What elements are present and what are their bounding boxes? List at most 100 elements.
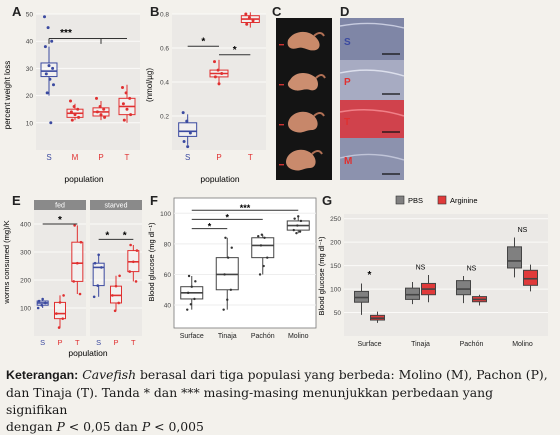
chart-e-point [129, 243, 132, 247]
chart-e-xtick-label: S [96, 338, 101, 347]
chart-b-point [247, 15, 251, 19]
chart-e-point [55, 312, 58, 315]
chart-a: 10 20 30 40 50 S M P T *** percent weight loss po… [3, 12, 140, 184]
chart-e-point [73, 224, 76, 227]
chart-g-sig-label: NS [467, 265, 477, 272]
chart-e-point [132, 260, 135, 264]
chart-a-point [48, 77, 52, 81]
chart-b-point [213, 75, 217, 79]
chart-b-point [181, 111, 185, 115]
chart-e-xtick-label: T [131, 338, 136, 347]
chart-a-ytick-label: 20 [26, 93, 34, 100]
chart-a-xlabel: population [64, 174, 104, 184]
chart-f-point [222, 308, 225, 311]
chart-e-point [96, 284, 100, 287]
caption-line2: dan Tinaja (T). Tanda * dan *** masing-m… [6, 385, 494, 417]
chart-e-point [41, 297, 44, 301]
chart-e-point [62, 294, 65, 297]
chart-a-ytick-label: 40 [26, 39, 34, 46]
chart-a-ytick-label: 50 [26, 12, 34, 19]
chart-e-xlabel: population [68, 348, 108, 358]
chart-f-point [260, 233, 264, 236]
chart-e-point [36, 306, 40, 310]
chart-b-point [188, 131, 192, 135]
caption-line3b: < 0,05 dan [64, 419, 142, 434]
chart-g-xtick-label: Pachón [460, 341, 484, 348]
chart-g-ytick-label: 150 [330, 263, 341, 270]
chart-a-plot-bg [36, 14, 140, 150]
histology-label-m: M [344, 156, 352, 167]
chart-a-point [76, 107, 80, 111]
chart-f-ytick-label: 60 [164, 272, 172, 279]
chart-f-point [190, 285, 193, 288]
chart-a-point [45, 91, 49, 95]
chart-e-xtick-label: P [57, 338, 62, 347]
chart-f-ytick-label: 80 [164, 241, 172, 248]
panel-label-g: G [322, 193, 333, 208]
chart-b-xlabel: population [200, 174, 240, 184]
chart-e-xtick-label: T [75, 338, 80, 347]
chart-f-point [266, 256, 269, 259]
panel-label-b: B [150, 4, 160, 19]
chart-a-point [49, 121, 53, 125]
chart-e-facet-label: fed [55, 203, 65, 210]
specimen-4 [286, 149, 323, 171]
chart-a-point [121, 102, 125, 106]
chart-g-box [405, 287, 420, 300]
chart-e-box [71, 241, 84, 282]
chart-g-sig-label: NS [416, 264, 426, 271]
chart-a-point [73, 113, 77, 117]
chart-a-point [47, 64, 51, 68]
chart-e-facet-label: starved [105, 203, 128, 210]
chart-a-point [125, 107, 129, 111]
chart-e-sig-label: * [105, 230, 109, 241]
chart-f-sig-label: * [208, 222, 212, 232]
chart-a-xtick-label: M [72, 153, 79, 162]
chart-e-xtick-label: P [113, 338, 118, 347]
chart-f-point [297, 215, 300, 218]
chart-f-sig-label: *** [240, 203, 251, 213]
chart-a-point [44, 72, 48, 76]
chart-b-ylabel: (nmol/µg) [145, 68, 154, 102]
panel-label-c: C [272, 4, 282, 19]
chart-a-point [99, 113, 103, 117]
chart-f-point [193, 297, 196, 301]
caption-bold: Keterangan: [6, 368, 79, 382]
chart-e-point [37, 299, 41, 303]
chart-f-point [293, 217, 296, 220]
chart-b-box [178, 122, 198, 137]
chart-b-sig-label: * [233, 45, 237, 56]
chart-a-point [98, 104, 102, 108]
chart-e-point [111, 294, 114, 297]
chart-e-point [57, 326, 61, 329]
chart-f-point [186, 291, 190, 295]
chart-e-point [93, 261, 97, 265]
chart-e-box [92, 262, 105, 287]
chart-e-point [78, 292, 82, 296]
chart-f-ytick-label: 100 [160, 211, 171, 218]
chart-b-point [185, 119, 189, 123]
chart-f-xtick-label: Tinaja [218, 333, 237, 340]
chart-a-point [121, 85, 124, 89]
chart-a-point [122, 118, 126, 122]
chart-a-point [95, 96, 98, 100]
chart-a-point [95, 110, 99, 114]
chart-b: 0.2 0.4 0.6 0.8 S P T * * (nmol/µg) population [145, 12, 266, 184]
chart-f-point [226, 256, 230, 259]
chart-b-point [216, 68, 220, 72]
caption-line1: berasal dari tiga populasi yang berbeda:… [136, 367, 548, 382]
chart-g-legend-label: PBS [408, 196, 423, 205]
chart-e-point [72, 280, 76, 283]
chart-b-ytick-label: 0.2 [160, 114, 169, 121]
chart-f-ylabel: Blood glucose (mg dl⁻¹) [147, 222, 156, 301]
chart-a-ytick-label: 30 [26, 66, 34, 73]
chart-a-xtick-label: S [46, 153, 51, 162]
chart-a-point [102, 107, 106, 111]
chart-b-point [213, 60, 216, 64]
chart-a-xtick-label: P [98, 153, 103, 162]
chart-e-point [40, 303, 44, 307]
caption-p2: P [141, 419, 151, 434]
chart-a-sig-label: *** [60, 28, 72, 39]
